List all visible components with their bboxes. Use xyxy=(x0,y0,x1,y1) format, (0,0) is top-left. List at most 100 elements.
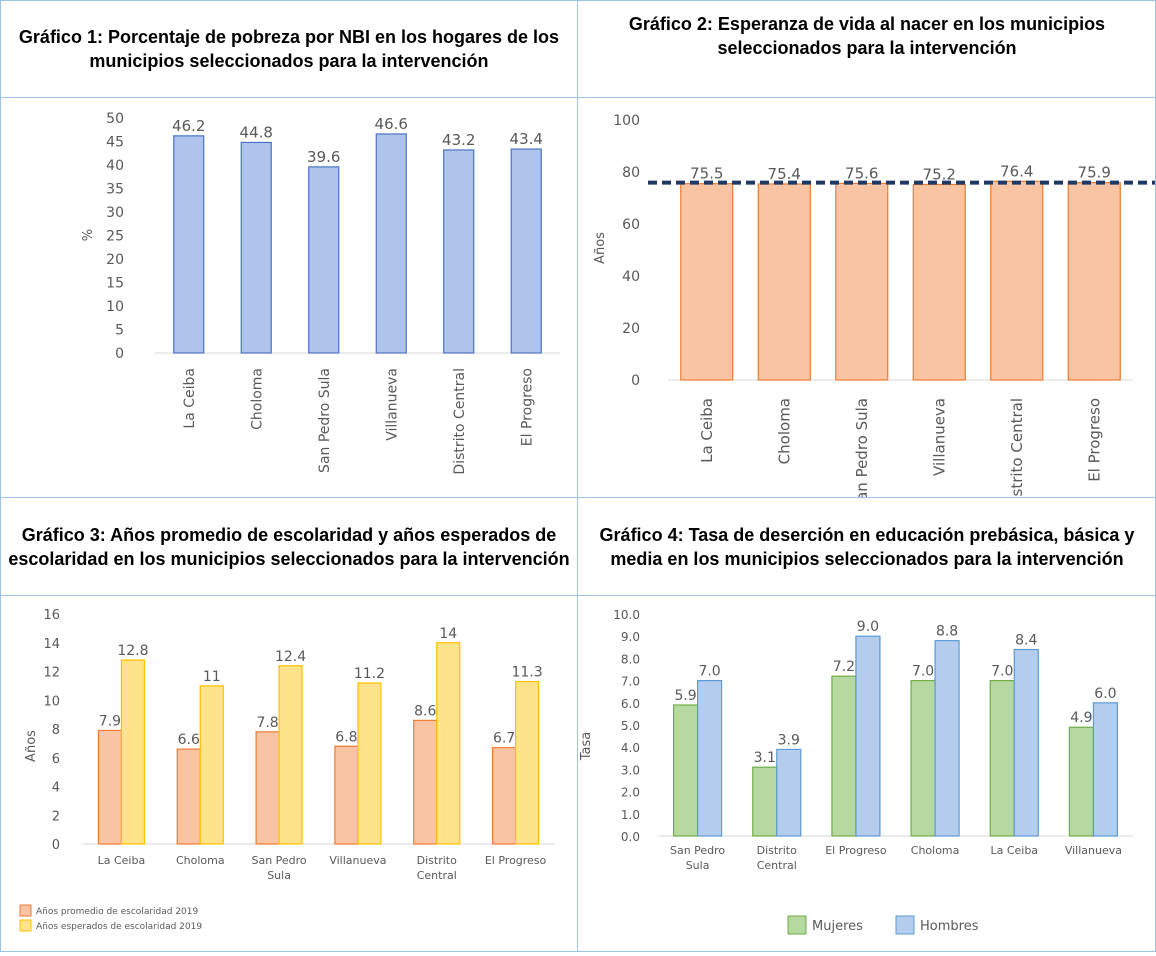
category-label: El Progreso xyxy=(485,854,547,867)
bar xyxy=(1092,702,1119,837)
chart-2-title-cell: Gráfico 2: Esperanza de vida al nacer en… xyxy=(578,0,1156,98)
y-tick-label: 6 xyxy=(52,752,60,767)
y-tick-label: 14 xyxy=(43,637,60,652)
category-label: La Ceiba xyxy=(698,398,716,463)
y-tick-label: 80 xyxy=(622,165,640,181)
chart-4-title-cell: Gráfico 4: Tasa de deserción en educació… xyxy=(578,498,1156,596)
bar xyxy=(240,141,272,354)
category-label: El Progreso xyxy=(825,844,887,857)
data-label: 5.9 xyxy=(674,688,696,704)
y-tick-label: 4 xyxy=(52,781,60,796)
bar xyxy=(436,642,461,845)
bar xyxy=(308,166,340,354)
chart-3-title-cell: Gráfico 3: Años promedio de escolaridad … xyxy=(0,498,578,596)
bar xyxy=(910,679,936,837)
data-label: 7.9 xyxy=(99,713,121,729)
chart-1-title: Gráfico 1: Porcentaje de pobreza por NBI… xyxy=(18,27,560,71)
y-tick-label: 0 xyxy=(52,838,60,853)
data-label: 9.0 xyxy=(857,619,879,635)
bar xyxy=(176,748,201,845)
y-tick-label: 40 xyxy=(622,269,640,285)
bar xyxy=(855,635,881,837)
category-label: Distrito Central xyxy=(417,854,457,882)
y-tick-label: 45 xyxy=(106,135,124,151)
data-label: 75.2 xyxy=(923,165,956,183)
chart-1-title-cell: Gráfico 1: Porcentaje de pobreza por NBI… xyxy=(0,0,578,98)
legend-swatch xyxy=(19,904,32,917)
bar xyxy=(1013,648,1039,837)
border-row-1 xyxy=(0,97,1156,98)
bar xyxy=(672,704,699,837)
data-label: 7.0 xyxy=(991,664,1013,680)
y-tick-label: 15 xyxy=(106,276,124,292)
bar xyxy=(375,133,407,354)
legend-swatch xyxy=(895,915,915,935)
category-label: Distrito Central xyxy=(757,844,797,872)
border-row-3 xyxy=(0,595,1156,596)
category-label: Choloma xyxy=(176,854,225,867)
chart-3-title: Gráfico 3: Años promedio de escolaridad … xyxy=(8,525,570,569)
data-label: 6.6 xyxy=(178,732,200,748)
bar xyxy=(173,135,205,354)
bar xyxy=(835,182,889,381)
chart-4-title: Gráfico 4: Tasa de deserción en educació… xyxy=(599,525,1135,569)
y-tick-label: 8 xyxy=(52,723,60,738)
data-label: 11.3 xyxy=(511,665,542,681)
y-tick-label: 10 xyxy=(43,694,60,709)
data-label: 44.8 xyxy=(240,123,273,141)
data-label: 76.4 xyxy=(1000,162,1033,180)
y-tick-label: 50 xyxy=(106,111,124,127)
bar xyxy=(514,680,540,845)
category-label: Distrito Central xyxy=(452,368,468,475)
data-label: 7.0 xyxy=(912,664,934,680)
bar xyxy=(120,659,146,845)
bar xyxy=(413,719,438,845)
y-axis-label: Años xyxy=(24,730,39,762)
data-label: 43.2 xyxy=(442,131,475,149)
bar xyxy=(752,766,778,837)
y-tick-label: 10 xyxy=(106,299,124,315)
category-label: San Pedro Sula xyxy=(317,368,333,473)
category-label: San Pedro Sula xyxy=(670,844,725,872)
bar xyxy=(1068,726,1095,837)
category-label: Choloma xyxy=(911,844,960,857)
data-label: 6.8 xyxy=(335,729,357,745)
data-label: 7.2 xyxy=(833,659,855,675)
category-label: El Progreso xyxy=(1085,398,1103,482)
y-tick-label: 4.0 xyxy=(621,741,640,755)
chart-4-cell: 0.0 1.0 2.0 3.0 4.0 5.0 6.0 7.0 8.0 9.0 10.0 Tasa 5.… xyxy=(578,596,1156,952)
bar xyxy=(776,748,802,837)
border-row-2 xyxy=(0,497,1156,498)
y-tick-label: 8.0 xyxy=(621,652,640,666)
chart-2-title: Gráfico 2: Esperanza de vida al nacer en… xyxy=(628,14,1106,58)
data-label: 7.8 xyxy=(256,715,278,731)
bar xyxy=(491,747,517,845)
y-tick-label: 12 xyxy=(43,666,60,681)
category-label: La Ceiba xyxy=(182,368,198,429)
bar xyxy=(912,183,966,381)
category-label: Villanueva xyxy=(384,368,400,441)
category-label: Choloma xyxy=(249,368,265,430)
data-label: 75.9 xyxy=(1078,164,1111,182)
legend-label: Años promedio de escolaridad 2019 xyxy=(36,907,199,917)
category-label: San Pedro Sula xyxy=(251,854,306,882)
data-label: 3.1 xyxy=(754,750,776,766)
category-label: La Ceiba xyxy=(990,844,1038,857)
y-tick-label: 5.0 xyxy=(621,719,640,733)
data-label: 75.4 xyxy=(768,165,801,183)
legend-label: Mujeres xyxy=(812,919,863,934)
bar xyxy=(357,682,382,845)
y-tick-label: 35 xyxy=(106,182,124,198)
data-label: 39.6 xyxy=(307,148,340,166)
chart-3-svg: 0 2 4 6 8 10 12 14 16 Años 7.9 6.6 7.8 6.8 8.6 6.7 12.8 1… xyxy=(19,608,555,932)
data-label: 75.6 xyxy=(845,164,878,182)
data-label: 4.9 xyxy=(1070,710,1092,726)
legend-swatch xyxy=(787,915,807,935)
chart-3-cell: 0 2 4 6 8 10 12 14 16 Años 7.9 6.6 7.8 6.8 8.6 6.7 12.8 1… xyxy=(0,596,578,952)
data-label: 3.9 xyxy=(778,732,800,748)
bar xyxy=(199,685,224,845)
data-label: 8.4 xyxy=(1015,633,1037,649)
bar xyxy=(757,183,811,381)
y-tick-label: 0 xyxy=(115,346,124,362)
